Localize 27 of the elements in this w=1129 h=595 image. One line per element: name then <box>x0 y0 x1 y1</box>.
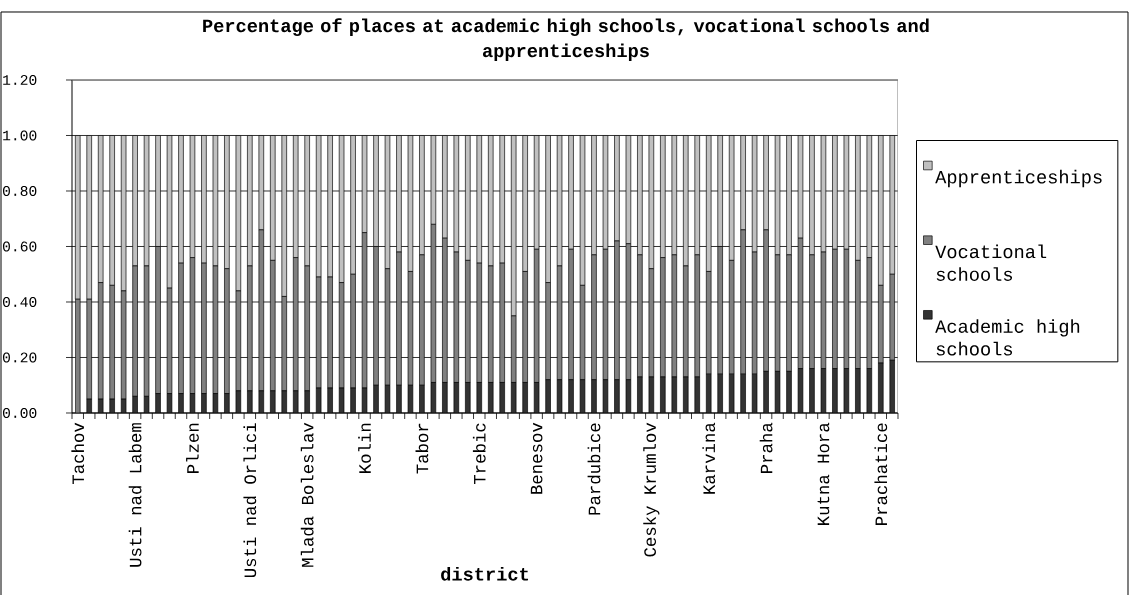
x-tick-label: Usti nad Labem <box>128 423 142 567</box>
x-tick-label: Benesov <box>530 422 543 494</box>
x-axis-title: district <box>441 566 529 581</box>
x-tick-label: Usti nad Orlici <box>243 423 257 578</box>
x-tick-label: Cesky Krumlov <box>643 422 660 557</box>
y-tick-label: 0.20 <box>2 352 37 363</box>
y-tick-label: 0.40 <box>2 297 37 307</box>
x-tick-label: Kolin <box>358 423 371 473</box>
y-tick-label: 1.20 <box>3 75 37 85</box>
y-tick-label: 0.80 <box>2 186 37 196</box>
x-tick-label: Karvina <box>702 422 716 494</box>
y-tick-label: 0.00 <box>2 408 37 418</box>
x-tick-label: Prachatice <box>874 423 888 525</box>
x-tick-label: Praha <box>759 422 773 473</box>
x-tick-label: Kutna Hora <box>817 422 830 525</box>
x-tick-label: Tabor <box>415 423 429 474</box>
legend-label: Apprenticeships <box>935 169 1102 188</box>
x-tick-label: Pardubice <box>587 423 601 515</box>
y-tick-label: 1.00 <box>3 130 37 141</box>
legend-label: Academic high schools <box>935 319 1080 356</box>
x-tick-label: Plzen <box>186 423 199 473</box>
x-tick-label: Trebic <box>472 423 486 485</box>
legend-label: Vocational schools <box>935 244 1047 281</box>
y-tick-label: 0.60 <box>2 241 37 252</box>
x-tick-label: Tachov <box>71 422 85 485</box>
x-tick-label: Mlada Boleslav <box>300 422 314 567</box>
chart-title: Percentage of places at academic high schools, vocational schools and apprenticeships <box>203 18 929 61</box>
